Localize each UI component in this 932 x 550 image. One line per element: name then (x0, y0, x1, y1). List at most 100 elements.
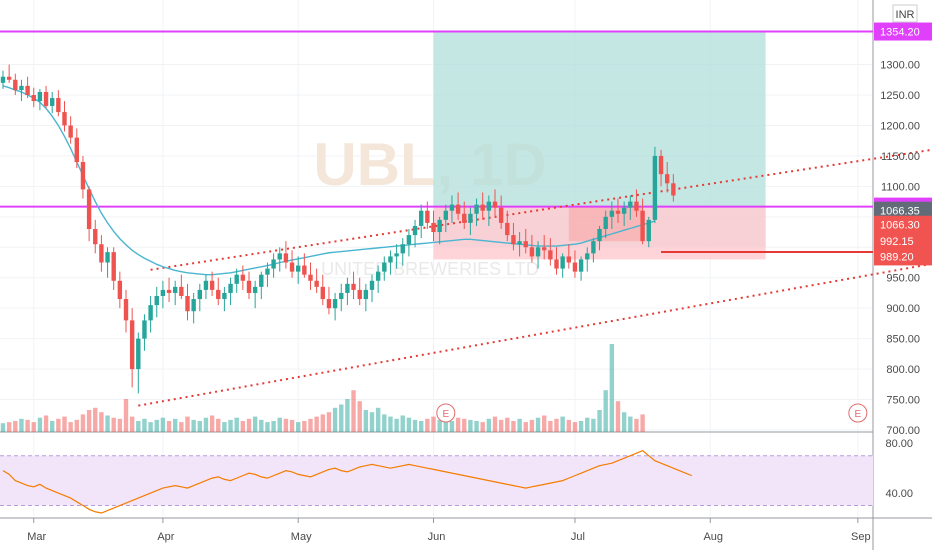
candle-39 (240, 265, 246, 290)
candle-49 (302, 253, 307, 278)
candle-29 (179, 274, 184, 300)
candle-83 (511, 222, 516, 251)
currency-badge[interactable]: INR (892, 4, 918, 23)
candle-body-70 (431, 222, 436, 233)
trend-channel[interactable] (138, 122, 932, 407)
candle-17 (105, 247, 110, 278)
candle-4 (25, 76, 30, 99)
volume-bar-20 (123, 399, 129, 432)
candle-92 (566, 244, 571, 269)
volume-bar-2 (13, 421, 18, 432)
candle-72 (443, 204, 448, 233)
earnings-badge-1[interactable]: E (848, 403, 868, 423)
candle-24 (148, 296, 153, 333)
candle-5 (31, 87, 36, 108)
candle-46 (283, 241, 289, 269)
volume-bar-38 (234, 417, 239, 432)
volume-bar-62 (382, 414, 387, 432)
candle-26 (160, 280, 166, 309)
candle-107 (658, 149, 664, 187)
volume-bar-65 (400, 415, 405, 432)
candle-34 (209, 271, 215, 296)
earnings-badge-label-0: E (442, 409, 449, 420)
volume-bar-63 (388, 416, 393, 432)
candle-31 (191, 292, 196, 324)
candle-30 (185, 283, 190, 321)
candle-73 (449, 195, 455, 223)
candle-body-71 (437, 219, 442, 233)
candle-body-64 (394, 253, 399, 257)
candle-body-103 (634, 201, 639, 211)
volume-bar-75 (462, 418, 467, 432)
candle-body-41 (252, 286, 258, 293)
candle-body-76 (468, 213, 473, 223)
candle-body-20 (123, 299, 129, 321)
rsi-pane (0, 450, 873, 514)
volume-bar-68 (419, 421, 424, 432)
candle-42 (259, 271, 264, 300)
volume-bar-72 (443, 422, 448, 432)
price-tick-2: 1200.00 (880, 120, 920, 132)
candle-61 (375, 265, 381, 293)
price-tag-bg-5 (874, 247, 932, 266)
candle-body-43 (265, 268, 270, 275)
rsi-tick-0: 80.00 (885, 438, 913, 450)
price-axis[interactable]: 1300.001250.001200.001150.001100.001050.… (880, 60, 920, 501)
volume-bar-71 (437, 419, 442, 432)
candle-body-52 (320, 286, 325, 300)
candle-82 (505, 210, 510, 242)
candle-body-53 (326, 299, 332, 309)
candle-body-67 (412, 225, 418, 236)
candle-106 (652, 146, 658, 223)
volume-bar-17 (105, 415, 110, 432)
candle-body-10 (62, 112, 67, 126)
price-tick-0: 1300.00 (880, 60, 920, 72)
candle-body-34 (209, 280, 215, 290)
volume-bar-35 (216, 418, 221, 432)
volume-bar-80 (492, 416, 498, 432)
candle-86 (529, 235, 535, 263)
volume-bar-9 (56, 418, 61, 432)
volume-bar-69 (425, 418, 430, 432)
volume-bar-78 (480, 422, 485, 432)
candle-97 (597, 225, 602, 251)
volume-bar-42 (259, 419, 264, 432)
volume-bar-1 (6, 422, 12, 432)
month-label-4: Jul (571, 531, 585, 543)
volume-bar-45 (277, 417, 282, 432)
candle-84 (517, 232, 522, 257)
volume-bar-87 (535, 417, 541, 432)
candle-body-0 (0, 76, 6, 83)
volume-bar-92 (566, 419, 571, 432)
candle-body-87 (535, 247, 541, 257)
volume-bar-70 (431, 416, 436, 432)
candle-78 (480, 192, 485, 220)
earnings-badge-0[interactable]: E (436, 403, 456, 423)
price-tag-label-3: 1066.30 (880, 220, 920, 232)
candle-3 (19, 79, 24, 102)
candle-38 (234, 268, 239, 293)
candle-body-99 (609, 210, 615, 217)
price-tag-5: 989.20 (874, 247, 932, 266)
volume-bar-52 (320, 414, 325, 432)
volume-bar-39 (240, 421, 246, 432)
price-tag-bg-4 (874, 232, 932, 251)
currency-label: INR (896, 9, 915, 21)
candle-100 (615, 198, 621, 223)
candle-body-72 (443, 210, 448, 220)
candle-11 (68, 116, 73, 144)
volume-bar-60 (369, 412, 375, 432)
horizontal-levels[interactable] (0, 30, 873, 254)
candle-54 (332, 292, 338, 321)
long-position-tool[interactable] (433, 31, 766, 260)
price-tag-2: 1066.35 (874, 201, 932, 220)
time-axis[interactable]: MarAprMayJunJulAugSepOct (27, 518, 932, 543)
candle-85 (523, 229, 528, 254)
price-tag-bg-0 (874, 22, 932, 41)
candle-101 (621, 201, 627, 226)
candle-body-18 (111, 252, 116, 281)
volume-bar-31 (191, 419, 196, 432)
candle-body-85 (523, 241, 528, 248)
